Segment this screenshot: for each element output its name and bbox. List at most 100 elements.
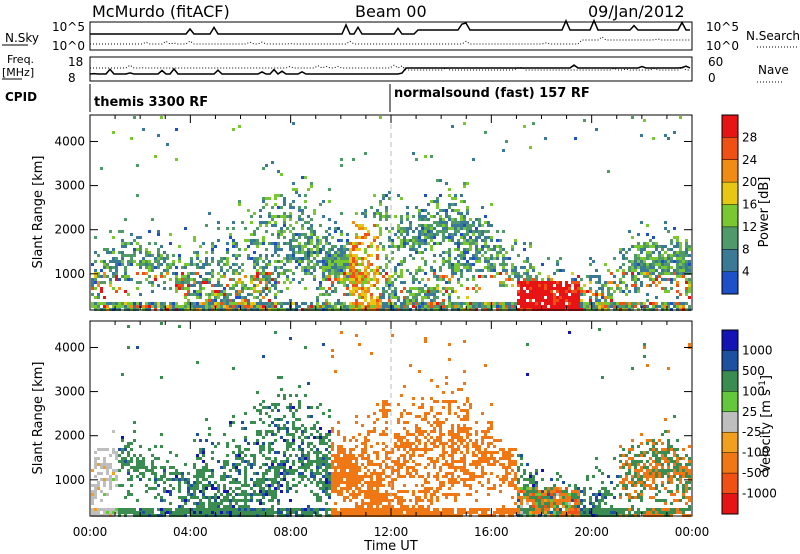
heatmap-cell xyxy=(544,137,547,140)
heatmap-cell xyxy=(406,242,409,245)
heatmap-cell xyxy=(349,448,352,451)
heatmap-cell xyxy=(199,290,202,293)
heatmap-cell xyxy=(472,287,475,290)
heatmap-cell xyxy=(598,305,601,308)
heatmap-cell xyxy=(208,508,211,511)
heatmap-cell xyxy=(334,457,337,460)
heatmap-cell xyxy=(310,481,313,484)
heatmap-cell xyxy=(298,418,301,421)
heatmap-cell xyxy=(205,484,208,487)
heatmap-cell xyxy=(340,251,343,254)
heatmap-cell xyxy=(505,457,508,460)
heatmap-cell xyxy=(520,281,523,284)
heatmap-cell xyxy=(487,302,490,305)
heatmap-cell xyxy=(253,284,256,287)
heatmap-cell xyxy=(409,248,412,251)
heatmap-cell xyxy=(370,284,373,287)
heatmap-cell xyxy=(184,481,187,484)
heatmap-cell xyxy=(460,302,463,305)
heatmap-cell xyxy=(223,505,226,508)
heatmap-cell xyxy=(397,472,400,475)
heatmap-cell xyxy=(379,508,382,511)
heatmap-cell xyxy=(646,275,649,278)
heatmap-cell xyxy=(475,466,478,469)
heatmap-cell xyxy=(442,224,445,227)
heatmap-cell xyxy=(364,275,367,278)
heatmap-cell xyxy=(622,254,625,257)
heatmap-cell xyxy=(415,496,418,499)
heatmap-cell xyxy=(346,278,349,281)
heatmap-cell xyxy=(292,439,295,442)
freq-trace xyxy=(89,64,691,75)
heatmap-cell xyxy=(340,239,343,242)
heatmap-cell xyxy=(151,305,154,308)
heatmap-cell xyxy=(577,287,580,290)
colorbar-tick: 4 xyxy=(742,265,750,279)
heatmap-cell xyxy=(436,457,439,460)
heatmap-cell xyxy=(274,490,277,493)
heatmap-cell xyxy=(337,433,340,436)
heatmap-cell xyxy=(214,299,217,302)
heatmap-cell xyxy=(91,287,94,290)
heatmap-cell xyxy=(322,343,325,346)
heatmap-cell xyxy=(415,296,418,299)
heatmap-cell xyxy=(511,448,514,451)
heatmap-cell xyxy=(202,287,205,290)
heatmap-cell xyxy=(211,272,214,275)
heatmap-cell xyxy=(415,436,418,439)
heatmap-cell xyxy=(289,245,292,248)
heatmap-cell xyxy=(301,472,304,475)
heatmap-cell xyxy=(487,305,490,308)
heatmap-cell xyxy=(463,430,466,433)
heatmap-cell xyxy=(115,269,118,272)
heatmap-cell xyxy=(313,475,316,478)
heatmap-cell xyxy=(424,218,427,221)
heatmap-cell xyxy=(178,260,181,263)
heatmap-cell xyxy=(586,305,589,308)
heatmap-cell xyxy=(133,260,136,263)
heatmap-cell xyxy=(139,236,142,239)
heatmap-cell xyxy=(454,224,457,227)
heatmap-cell xyxy=(121,254,124,257)
heatmap-cell xyxy=(418,269,421,272)
heatmap-cell xyxy=(544,305,547,308)
heatmap-cell xyxy=(643,263,646,266)
heatmap-cell xyxy=(484,257,487,260)
heatmap-cell xyxy=(328,218,331,221)
heatmap-cell xyxy=(259,508,262,511)
heatmap-cell xyxy=(220,475,223,478)
heatmap-cell xyxy=(478,251,481,254)
heatmap-cell xyxy=(235,293,238,296)
heatmap-cell xyxy=(205,260,208,263)
heatmap-cell xyxy=(271,224,274,227)
heatmap-cell xyxy=(298,281,301,284)
heatmap-cell xyxy=(166,269,169,272)
heatmap-cell xyxy=(646,269,649,272)
heatmap-cell xyxy=(91,490,94,493)
heatmap-cell xyxy=(244,436,247,439)
heatmap-cell xyxy=(409,364,412,367)
heatmap-cell xyxy=(460,409,463,412)
heatmap-cell xyxy=(490,254,493,257)
heatmap-cell xyxy=(523,125,526,128)
heatmap-cell xyxy=(193,236,196,239)
heatmap-cell xyxy=(349,254,352,257)
heatmap-cell xyxy=(277,475,280,478)
nave-label: Nave xyxy=(758,63,789,77)
heatmap-cell xyxy=(415,424,418,427)
heatmap-cell xyxy=(451,466,454,469)
heatmap-cell xyxy=(262,302,265,305)
heatmap-cell xyxy=(613,281,616,284)
heatmap-cell xyxy=(637,248,640,251)
heatmap-cell xyxy=(472,221,475,224)
heatmap-cell xyxy=(283,221,286,224)
heatmap-cell xyxy=(436,197,439,200)
heatmap-cell xyxy=(136,305,139,308)
heatmap-cell xyxy=(109,478,112,481)
heatmap-cell xyxy=(118,454,121,457)
heatmap-cell xyxy=(391,239,394,242)
heatmap-cell xyxy=(130,484,133,487)
heatmap-cell xyxy=(316,457,319,460)
heatmap-cell xyxy=(259,433,262,436)
heatmap-cell xyxy=(604,296,607,299)
